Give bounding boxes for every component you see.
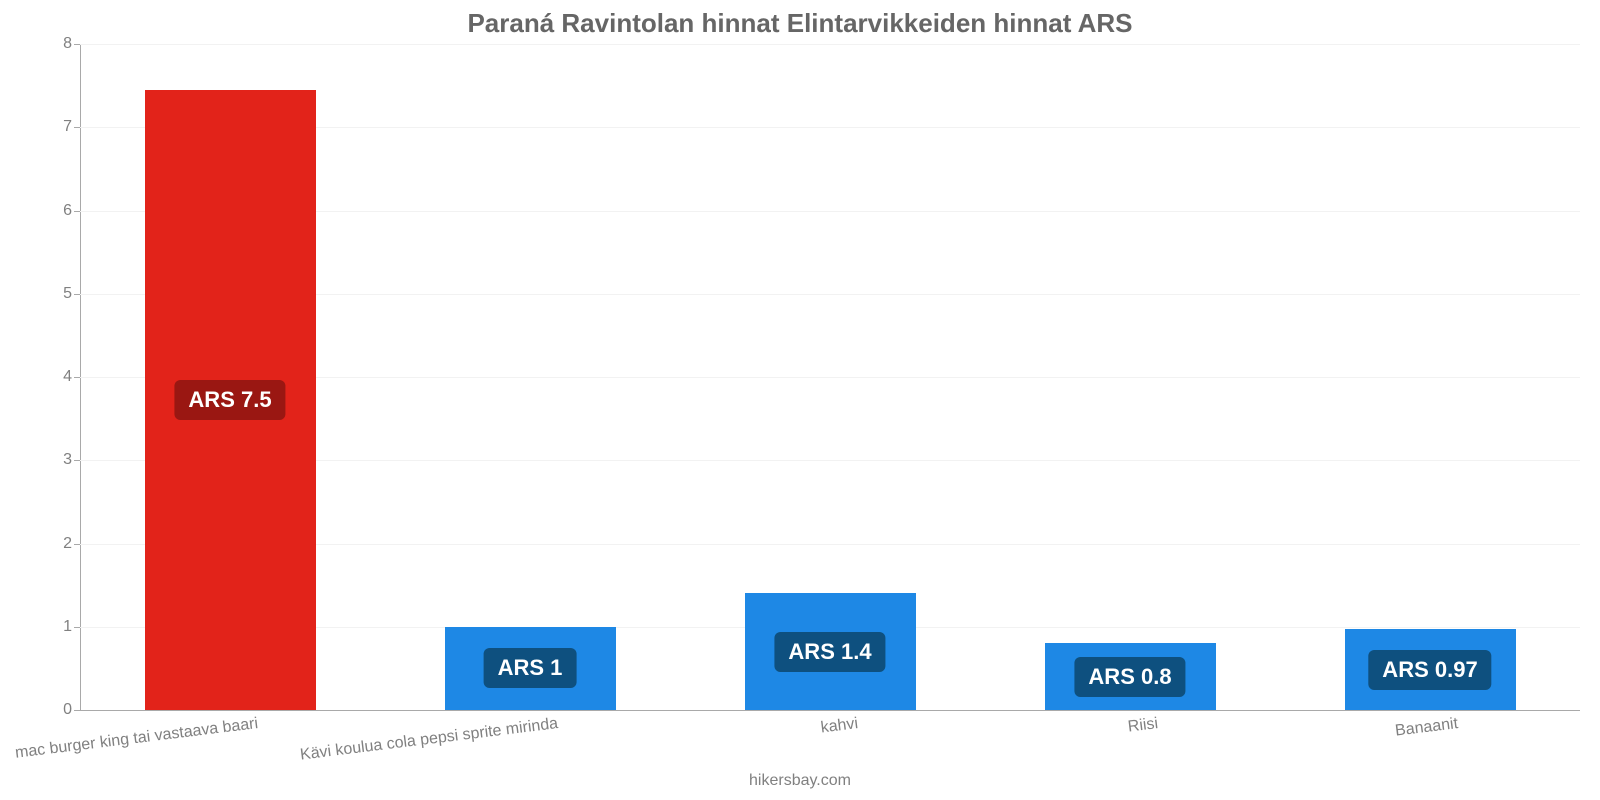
gridline — [80, 44, 1580, 45]
x-tick-label: Banaanit — [1394, 715, 1459, 741]
bar-chart: Paraná Ravintolan hinnat Elintarvikkeide… — [0, 0, 1600, 800]
bar-value-label: ARS 1 — [484, 648, 577, 688]
plot-area: ARS 7.5 ARS 1 ARS 1.4 ARS 0.8 ARS 0.97 — [80, 44, 1580, 710]
bar-value-label: ARS 1.4 — [774, 632, 885, 672]
y-tick-label: 5 — [12, 285, 72, 303]
bar-value-label: ARS 7.5 — [174, 380, 285, 420]
y-tick-label: 0 — [12, 701, 72, 719]
x-tick-label: kahvi — [820, 715, 859, 737]
x-tick-label: Kävi koulua cola pepsi sprite mirinda — [299, 715, 559, 765]
bar-value-label: ARS 0.97 — [1368, 650, 1491, 690]
y-tick-label: 2 — [12, 535, 72, 553]
x-tick-label: mac burger king tai vastaava baari — [14, 715, 259, 763]
attribution-text: hikersbay.com — [0, 772, 1600, 790]
y-tick-label: 3 — [12, 451, 72, 469]
x-tick-label: Riisi — [1127, 715, 1159, 737]
chart-title: Paraná Ravintolan hinnat Elintarvikkeide… — [0, 8, 1600, 39]
y-tick-label: 8 — [12, 35, 72, 53]
y-tick-label: 4 — [12, 368, 72, 386]
x-axis-line — [80, 710, 1580, 711]
y-tick-label: 7 — [12, 118, 72, 136]
bar-value-label: ARS 0.8 — [1074, 657, 1185, 697]
y-tick-label: 6 — [12, 202, 72, 220]
y-tick-label: 1 — [12, 618, 72, 636]
